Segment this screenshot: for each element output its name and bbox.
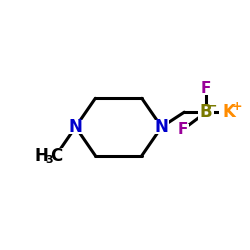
- FancyBboxPatch shape: [219, 105, 239, 120]
- FancyBboxPatch shape: [176, 124, 189, 136]
- FancyBboxPatch shape: [198, 105, 214, 120]
- Text: N: N: [68, 118, 82, 136]
- FancyBboxPatch shape: [154, 120, 169, 134]
- Text: +: +: [232, 100, 242, 113]
- FancyBboxPatch shape: [35, 148, 65, 163]
- Text: C: C: [50, 147, 62, 165]
- FancyBboxPatch shape: [200, 82, 212, 95]
- Text: B: B: [200, 103, 212, 121]
- Text: F: F: [177, 122, 188, 138]
- Text: F: F: [201, 81, 211, 96]
- Text: 3: 3: [45, 154, 53, 164]
- FancyBboxPatch shape: [68, 120, 83, 134]
- Text: N: N: [155, 118, 168, 136]
- Text: H: H: [35, 147, 49, 165]
- Text: K: K: [222, 103, 235, 121]
- Text: −: −: [207, 100, 217, 113]
